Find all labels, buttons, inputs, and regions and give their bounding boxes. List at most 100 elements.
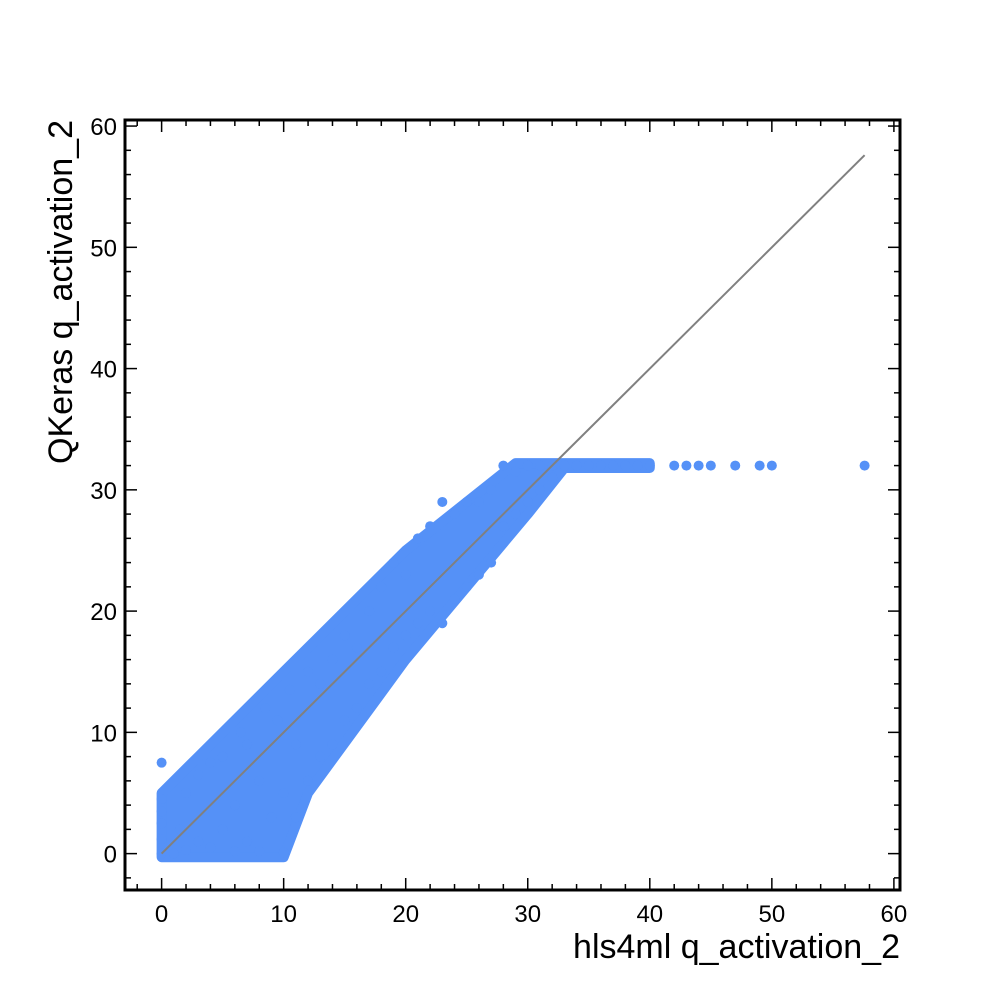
data-point xyxy=(156,757,167,768)
data-point xyxy=(859,460,870,471)
data-point xyxy=(205,757,216,768)
data-point xyxy=(583,460,594,471)
data-point xyxy=(254,775,265,786)
data-point xyxy=(681,460,692,471)
data-point xyxy=(205,842,216,853)
data-point xyxy=(400,630,411,641)
x-tick-label: 10 xyxy=(270,901,297,928)
data-point xyxy=(290,812,301,823)
data-point xyxy=(327,739,338,750)
data-point xyxy=(461,496,472,507)
data-point xyxy=(486,484,497,495)
data-point xyxy=(156,806,167,817)
y-tick-label: 20 xyxy=(90,599,117,626)
data-point xyxy=(571,460,582,471)
data-point xyxy=(522,496,533,507)
data-point xyxy=(595,460,606,471)
data-point xyxy=(315,751,326,762)
data-point xyxy=(644,460,655,471)
data-point xyxy=(620,460,631,471)
data-point xyxy=(235,727,246,738)
x-tick-label: 40 xyxy=(636,901,663,928)
data-point xyxy=(364,606,375,617)
data-point xyxy=(473,569,484,580)
data-point xyxy=(498,460,509,471)
data-point xyxy=(278,847,289,858)
data-point xyxy=(315,678,326,689)
x-tick-label: 60 xyxy=(881,901,908,928)
x-tick-label: 20 xyxy=(392,901,419,928)
data-point xyxy=(559,460,570,471)
data-point xyxy=(272,715,283,726)
data-point xyxy=(254,846,265,857)
x-tick-label: 0 xyxy=(155,901,168,928)
x-axis-title: hls4ml q_activation_2 xyxy=(573,928,900,966)
data-point xyxy=(156,794,167,805)
data-point xyxy=(510,509,521,520)
data-point xyxy=(412,533,423,544)
data-point xyxy=(242,836,253,847)
data-point xyxy=(376,666,387,677)
data-point xyxy=(181,787,192,798)
data-point xyxy=(705,460,716,471)
y-tick-label: 60 xyxy=(90,114,117,141)
data-point xyxy=(278,787,289,798)
data-point xyxy=(229,846,240,857)
y-axis-title: QKeras q_activation_2 xyxy=(42,120,80,464)
data-point xyxy=(449,593,460,604)
y-tick-label: 10 xyxy=(90,720,117,747)
data-point xyxy=(181,844,192,855)
data-point xyxy=(766,460,777,471)
data-point xyxy=(156,818,167,829)
data-point xyxy=(522,460,533,471)
data-point xyxy=(400,569,411,580)
data-point xyxy=(693,460,704,471)
data-point xyxy=(730,460,741,471)
y-tick-label: 30 xyxy=(90,478,117,505)
data-point xyxy=(534,460,545,471)
data-point xyxy=(425,521,436,532)
data-point xyxy=(351,703,362,714)
data-point xyxy=(425,606,436,617)
data-point xyxy=(168,848,179,859)
data-point xyxy=(217,824,228,835)
data-point xyxy=(461,581,472,592)
data-point xyxy=(412,618,423,629)
data-point xyxy=(632,460,643,471)
data-point xyxy=(437,496,448,507)
data-point xyxy=(242,739,253,750)
y-tick-label: 0 xyxy=(104,842,117,869)
data-point xyxy=(608,460,619,471)
reference-line xyxy=(160,154,866,855)
data-point xyxy=(669,460,680,471)
data-point xyxy=(534,484,545,495)
data-point xyxy=(473,496,484,507)
data-point xyxy=(388,557,399,568)
data-point xyxy=(156,834,167,845)
data-point xyxy=(364,678,375,689)
data-point xyxy=(510,466,521,477)
data-point xyxy=(498,521,509,532)
plot-frame xyxy=(123,118,902,892)
data-point xyxy=(290,739,301,750)
data-point xyxy=(266,812,277,823)
plot-area xyxy=(156,154,870,863)
data-point xyxy=(327,654,338,665)
data-point xyxy=(217,751,228,762)
data-point xyxy=(486,557,497,568)
data-point xyxy=(547,472,558,483)
data-point xyxy=(193,836,204,847)
axis-ticks xyxy=(125,120,900,890)
data-point xyxy=(303,666,314,677)
data-point xyxy=(229,800,240,811)
tick-labels: 0 10 20 30 40 50 60 0 10 20 30 40 50 60 xyxy=(90,114,907,928)
data-point xyxy=(437,618,448,629)
data-point xyxy=(351,642,362,653)
data-point xyxy=(388,642,399,653)
data-point xyxy=(754,460,765,471)
y-tick-label: 40 xyxy=(90,357,117,384)
data-point xyxy=(339,630,350,641)
data-point xyxy=(260,703,271,714)
x-tick-label: 30 xyxy=(514,901,541,928)
